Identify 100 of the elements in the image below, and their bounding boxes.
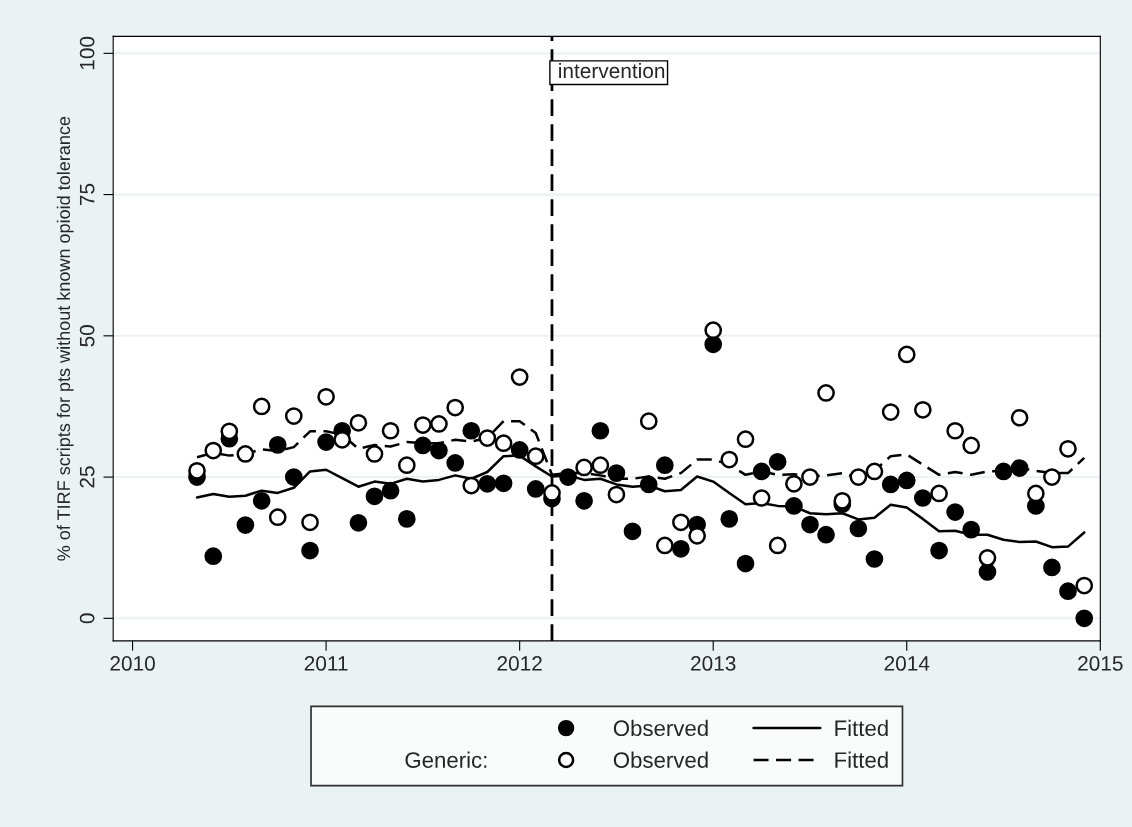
point [752,489,771,507]
point [478,429,497,447]
point [268,508,287,527]
point [365,445,384,463]
y-tick-label: 25 [79,466,95,488]
point [913,489,932,507]
point [639,412,658,430]
point [881,475,900,494]
text: Generic: [405,751,487,768]
point [543,484,561,502]
point [317,433,335,451]
point [430,441,448,460]
point [962,436,981,455]
point [414,416,432,434]
point [526,447,545,466]
y-tick-label: 50 [79,325,95,347]
y-tick-label: 75 [79,183,95,206]
point [494,474,513,493]
point [768,452,787,471]
point [1075,576,1094,595]
point [946,503,964,521]
legend-label: Fitted [835,719,888,737]
point [284,407,303,425]
y-tick-label: 100 [79,36,95,70]
point [268,436,287,454]
point [833,491,852,510]
point [446,454,465,472]
point [446,398,465,417]
point [252,491,271,510]
point [188,462,206,480]
point [785,475,803,493]
x-tick-label: 2013 [691,656,736,671]
legend-label: Observed [613,719,708,737]
point [478,475,497,493]
point [575,491,593,510]
point [720,450,739,469]
point [623,522,642,541]
point [849,519,868,538]
point [462,476,481,495]
x-tick-label: 2012 [497,656,542,671]
point [317,387,335,406]
point [881,403,900,421]
point [704,335,723,354]
ref-line-label: intervention [559,62,665,79]
point [913,400,932,419]
point [301,513,319,532]
point [236,516,255,534]
point [704,321,723,340]
point [1059,439,1077,458]
point [994,462,1013,481]
point [752,462,771,481]
point [559,468,577,486]
point [1075,609,1094,628]
point [817,525,835,544]
point [672,539,690,558]
point [768,536,787,555]
point [978,549,997,567]
point [284,468,303,486]
point [252,397,271,416]
point [607,464,626,482]
point [801,515,819,534]
legend-label: Fitted [835,751,888,768]
point [865,550,884,568]
point [785,497,803,515]
y-tick-label: 0 [79,613,95,624]
legend-label: Observed [613,751,708,768]
point [607,485,626,504]
point [591,456,610,475]
point [381,421,400,440]
point [204,547,223,566]
point [397,456,416,475]
point [301,541,319,560]
point [930,484,948,503]
point [414,436,432,455]
point [236,445,255,463]
point [1043,558,1061,577]
point [897,345,916,364]
point [930,541,948,560]
x-tick-label: 2011 [304,656,348,671]
point [1043,468,1061,486]
point [575,458,593,477]
point [817,384,835,402]
point [962,520,981,539]
point [397,510,416,528]
point [720,510,739,528]
point [365,487,384,506]
point [510,441,529,459]
point [462,421,481,440]
point [672,513,690,532]
point [349,513,368,532]
point [381,481,400,500]
point [494,434,513,453]
point [639,475,658,494]
point [897,471,916,490]
point [1010,459,1029,477]
point [801,468,819,486]
point [204,441,223,460]
point [655,456,674,475]
point [430,415,448,433]
point [591,421,610,440]
